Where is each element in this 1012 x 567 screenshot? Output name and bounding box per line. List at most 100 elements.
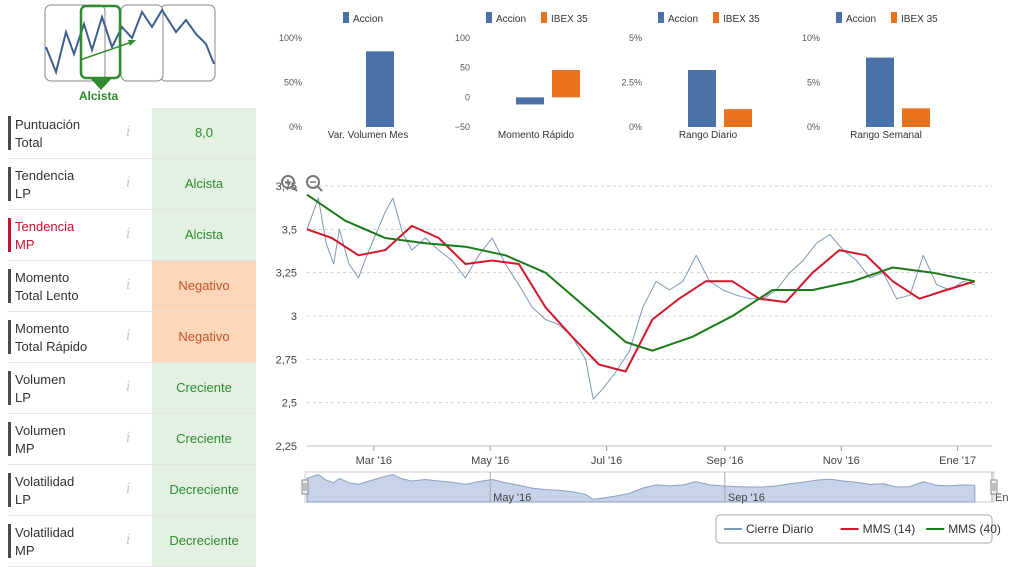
indicator-label: Volatilidad LP	[15, 474, 75, 507]
info-icon[interactable]: i	[126, 532, 131, 548]
info-icon[interactable]: i	[126, 430, 131, 446]
x-tick-label: Nov '16	[823, 455, 860, 467]
y-tick-label: 5%	[807, 78, 820, 88]
indicator-value: Decreciente	[152, 465, 256, 515]
indicator-table: Puntuación Total i 8,0 Tendencia LP i Alcista…	[8, 108, 256, 567]
legend-label: Accion	[668, 14, 698, 25]
indicator-marker	[8, 269, 11, 303]
y-tick-label: 2,25	[276, 441, 297, 453]
chart-title: Var. Volumen Mes	[328, 130, 408, 141]
indicator-marker	[8, 218, 11, 252]
legend-swatch	[486, 12, 492, 23]
y-tick-label: 2.5%	[621, 78, 642, 88]
legend-swatch	[836, 12, 842, 23]
series-cierre-diario	[306, 197, 975, 400]
indicator-value: Negativo	[152, 312, 256, 362]
y-tick-label: 100	[455, 33, 470, 43]
indicator-row: Volumen LP i Creciente	[8, 363, 256, 414]
navigator-label: May '16	[493, 492, 531, 504]
indicator-label: Tendencia LP	[15, 168, 75, 201]
mini-chart-rango-semanal: Accion IBEX 35 10% 5% 0% Rango Semanal	[802, 12, 938, 141]
info-icon[interactable]: i	[126, 328, 131, 344]
navigator-label: Sep '16	[728, 492, 765, 504]
bar-accion	[366, 51, 394, 127]
indicator-marker	[8, 422, 11, 456]
mini-chart-var-volumen: Accion 100% 50% 0% Var. Volumen Mes	[279, 12, 408, 141]
series-mms-40-	[306, 193, 976, 352]
info-icon[interactable]: i	[126, 226, 131, 242]
navigator-area	[306, 474, 976, 503]
indicator-label: Volumen LP	[15, 372, 66, 405]
chart-legend: Cierre Diario MMS (14) MMS (40)	[715, 514, 1001, 544]
indicator-marker	[8, 167, 11, 201]
y-tick-label: 2,75	[276, 354, 297, 366]
info-icon[interactable]: i	[126, 277, 131, 293]
indicator-marker	[8, 524, 11, 558]
legend-label: Accion	[846, 14, 876, 25]
legend-label: IBEX 35	[551, 14, 588, 25]
legend-label: MMS (40)	[948, 522, 1001, 536]
indicator-label: Volatilidad MP	[15, 525, 75, 558]
trend-thumbnail	[44, 4, 216, 90]
trend-label: Alcista	[78, 89, 119, 103]
info-icon[interactable]: i	[126, 481, 131, 497]
bar-ibex-35	[724, 109, 752, 127]
legend-label: IBEX 35	[723, 14, 760, 25]
legend-label: Cierre Diario	[746, 522, 814, 536]
mini-chart-rango-diario: Accion IBEX 35 5% 2.5% 0% Rango Diario	[621, 12, 760, 141]
zoom-in-icon[interactable]	[281, 175, 298, 192]
indicator-value: 8,0	[152, 108, 256, 158]
bar-ibex-35	[902, 108, 930, 127]
indicator-marker	[8, 473, 11, 507]
legend-swatch	[343, 12, 349, 23]
y-tick-label: 0%	[807, 122, 820, 132]
indicator-row: Puntuación Total i 8,0	[8, 108, 256, 159]
indicator-value: Alcista	[152, 210, 256, 260]
bar-accion	[688, 70, 716, 127]
indicator-label: Volumen MP	[15, 423, 66, 456]
indicator-row: Volatilidad MP i Decreciente	[8, 516, 256, 567]
indicator-value: Alcista	[152, 159, 256, 209]
info-icon[interactable]: i	[126, 124, 131, 140]
y-tick-label: 100%	[279, 33, 302, 43]
mini-chart-momento-rapido: Accion IBEX 35 100 50 0 −50 Momento Rápido	[455, 12, 588, 141]
indicator-value: Creciente	[152, 363, 256, 413]
x-tick-label: Sep '16	[706, 455, 743, 467]
indicator-marker	[8, 116, 11, 150]
trend-pointer-icon	[90, 78, 112, 90]
info-icon[interactable]: i	[126, 175, 131, 191]
indicator-marker	[8, 320, 11, 354]
y-tick-label: 0%	[629, 122, 642, 132]
indicator-row: Volumen MP i Creciente	[8, 414, 256, 465]
y-tick-label: 3,25	[276, 268, 297, 280]
indicator-label: Momento Total Lento	[15, 270, 79, 303]
legend-swatch	[541, 12, 547, 23]
y-tick-label: 2,5	[282, 398, 297, 410]
trend-line-icon	[45, 8, 215, 76]
indicator-row: Momento Total Lento i Negativo	[8, 261, 256, 312]
x-tick-label: May '16	[471, 455, 509, 467]
y-tick-label: 3,5	[282, 224, 297, 236]
legend-label: Accion	[353, 14, 383, 25]
info-icon[interactable]: i	[126, 379, 131, 395]
y-tick-label: 5%	[629, 33, 642, 43]
indicator-row: Volatilidad LP i Decreciente	[8, 465, 256, 516]
series-mms-14-	[306, 224, 976, 373]
bar-ibex-35	[552, 70, 580, 98]
y-tick-label: 3	[291, 311, 297, 323]
legend-swatch	[891, 12, 897, 23]
y-tick-label: 0	[465, 92, 470, 102]
legend-label: MMS (14)	[863, 522, 916, 536]
indicator-row: Tendencia LP i Alcista	[8, 159, 256, 210]
zoom-out-icon[interactable]	[306, 175, 323, 192]
legend-swatch	[658, 12, 664, 23]
indicator-label: Momento Total Rápido	[15, 321, 88, 354]
indicator-label: Tendencia MP	[15, 219, 75, 252]
y-tick-label: 50	[460, 63, 470, 73]
navigator-handle-right[interactable]	[990, 479, 998, 495]
chart-title: Rango Semanal	[850, 130, 922, 141]
navigator-label: En	[995, 492, 1008, 504]
x-tick-label: Mar '16	[356, 455, 392, 467]
navigator-handle-left[interactable]	[301, 479, 309, 495]
